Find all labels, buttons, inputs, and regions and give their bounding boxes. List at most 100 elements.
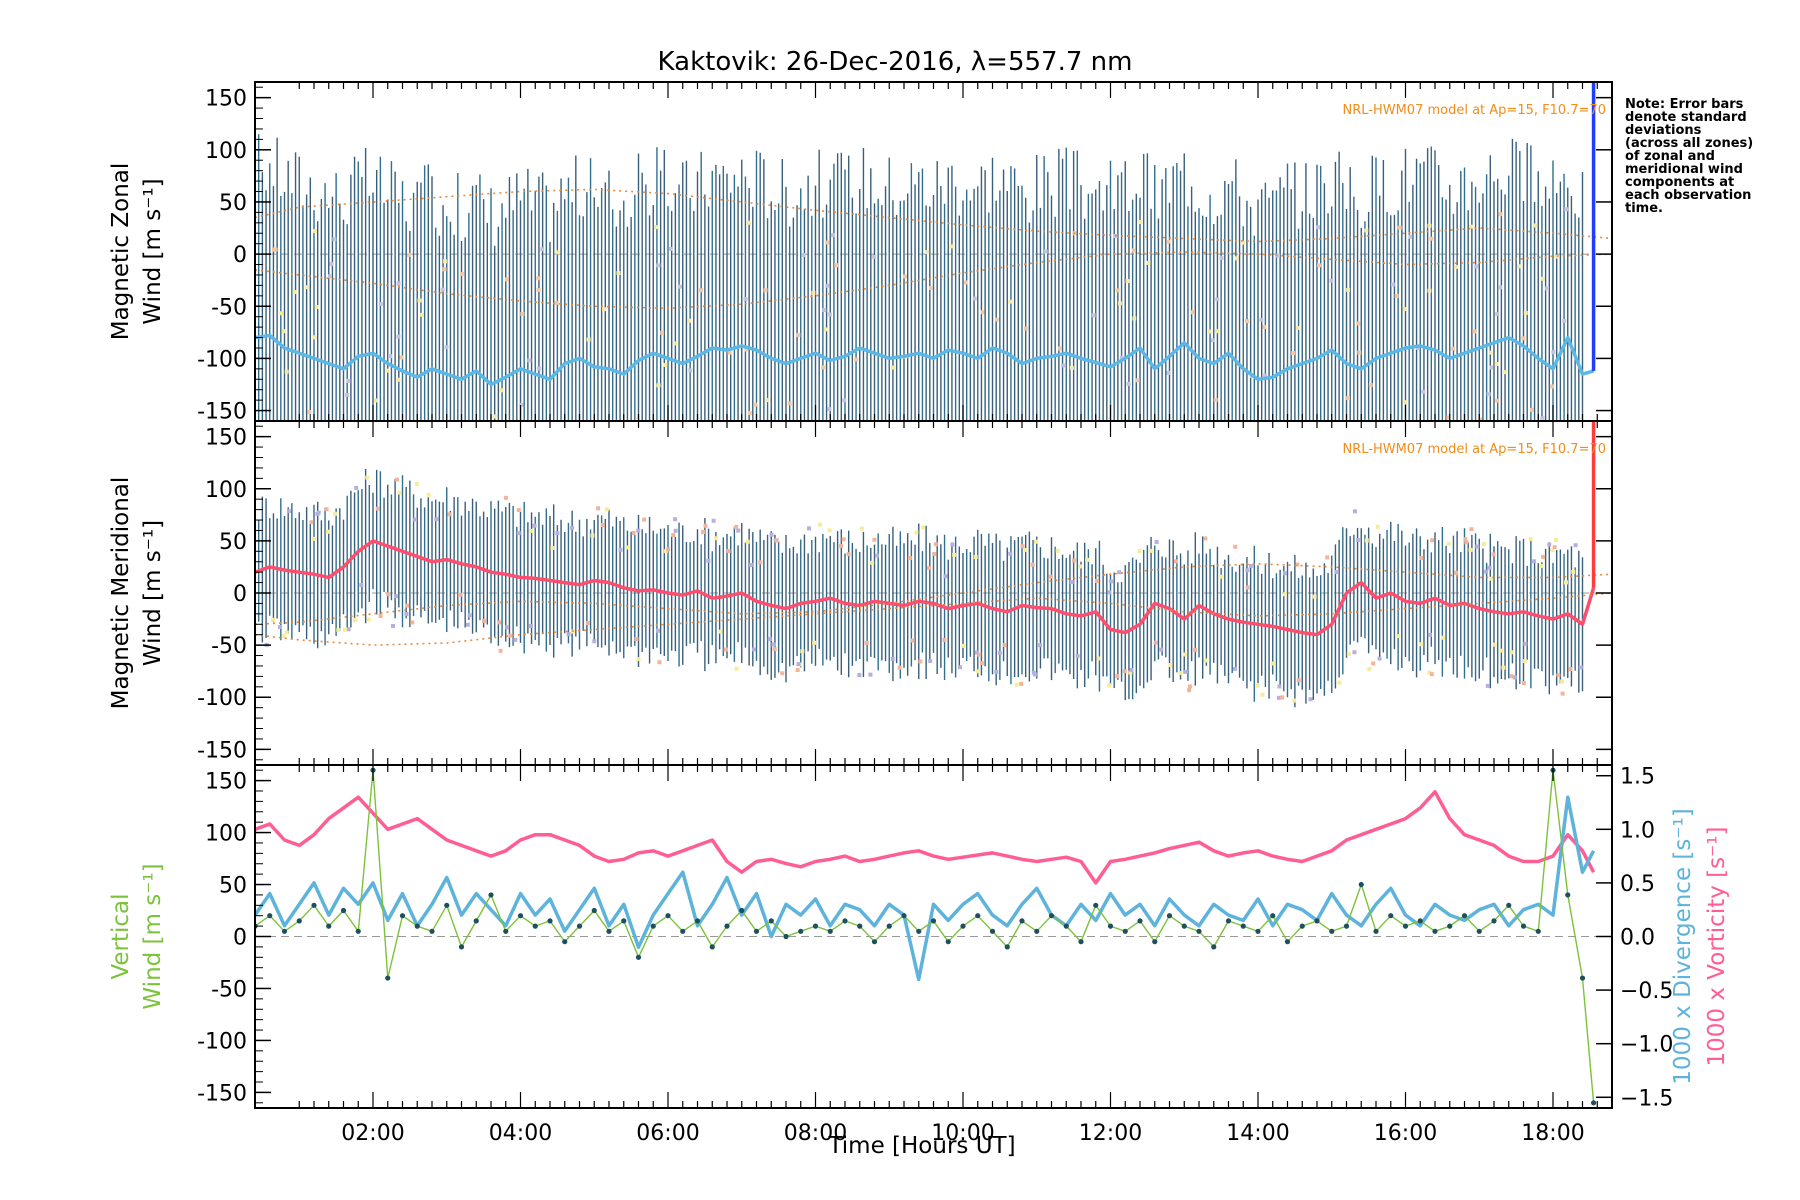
- zone-point: [508, 633, 513, 638]
- zone-point: [1498, 212, 1503, 217]
- zone-point: [1277, 455, 1281, 459]
- zone-point: [498, 648, 503, 653]
- zone-point: [1280, 695, 1285, 700]
- zone-point: [734, 524, 739, 529]
- vertical-wind-point: [1565, 892, 1571, 898]
- zone-point: [288, 437, 292, 441]
- zone-point: [961, 460, 965, 464]
- zone-point: [1427, 632, 1432, 637]
- zone-point: [1394, 293, 1399, 298]
- zone-point: [738, 433, 742, 437]
- zone-point: [1276, 253, 1281, 258]
- zone-point: [1069, 365, 1074, 370]
- zone-point: [1523, 659, 1528, 664]
- y-tick-label: -150: [197, 738, 247, 763]
- vertical-wind-point: [1388, 913, 1394, 919]
- zone-point: [703, 523, 708, 528]
- zone-point: [1563, 580, 1568, 585]
- zone-point: [1498, 285, 1503, 290]
- y-tick-label: -50: [211, 634, 247, 659]
- zone-point: [1234, 256, 1239, 261]
- zone-point: [1540, 276, 1545, 281]
- zone-point: [772, 647, 777, 652]
- zone-point: [979, 661, 984, 666]
- zone-point: [1355, 537, 1360, 542]
- zone-point: [1492, 642, 1497, 647]
- zone-point: [749, 562, 754, 567]
- zone-point: [1478, 417, 1483, 421]
- x-tick-label: 12:00: [1079, 1121, 1142, 1146]
- zone-point: [442, 267, 447, 272]
- vertical-wind-point: [385, 975, 391, 981]
- zone-point: [1573, 543, 1578, 548]
- zone-point: [921, 525, 926, 530]
- zone-point: [1219, 255, 1224, 260]
- y-tick-label: 100: [205, 822, 247, 847]
- zone-point: [763, 288, 768, 293]
- x-tick-label: 16:00: [1374, 1121, 1437, 1146]
- zone-point: [849, 427, 853, 431]
- zone-point: [513, 637, 518, 642]
- zone-point: [529, 528, 534, 533]
- zone-point: [1277, 684, 1282, 689]
- zone-point: [1207, 329, 1212, 334]
- zone-point: [1317, 263, 1322, 268]
- zone-point: [1262, 324, 1267, 329]
- vertical-wind-point: [621, 918, 627, 924]
- zone-point: [1473, 429, 1477, 433]
- zone-point: [315, 511, 320, 516]
- zone-point: [780, 671, 785, 676]
- zone-point: [1107, 590, 1112, 595]
- zone-point: [596, 506, 601, 511]
- zone-point: [1512, 675, 1517, 680]
- zone-point: [1486, 392, 1491, 397]
- zone-point: [1259, 317, 1264, 322]
- zone-point: [426, 492, 431, 497]
- note-line: Note: Error bars: [1625, 97, 1744, 112]
- model-label: NRL-HWM07 model at Ap=15, F10.7=70: [1343, 442, 1607, 457]
- y-tick-label: 50: [219, 874, 247, 899]
- zone-point: [1188, 684, 1193, 689]
- series-line-0: [255, 333, 1595, 387]
- vertical-wind-point: [724, 923, 730, 929]
- zone-point: [1078, 564, 1083, 569]
- zone-point: [497, 620, 502, 625]
- zone-point: [279, 311, 284, 316]
- zone-point: [504, 495, 509, 500]
- zone-point: [1008, 299, 1013, 304]
- zone-point: [1276, 695, 1281, 700]
- zone-point: [600, 523, 605, 528]
- zone-point: [585, 621, 590, 626]
- vertical-wind-panel: 150 100 50 0 -50 -100 -150 1.5 1.0 0.5 0.0 −0.5 −1.0…: [108, 764, 1730, 1146]
- zone-point: [1539, 564, 1544, 569]
- y-tick-label: -100: [197, 686, 247, 711]
- zone-point: [397, 490, 402, 495]
- zone-point: [1429, 236, 1434, 241]
- zone-point: [902, 274, 907, 279]
- zone-point: [1501, 665, 1506, 670]
- zone-point: [1368, 383, 1373, 388]
- zone-point: [890, 656, 895, 661]
- zone-point: [1487, 565, 1492, 570]
- zone-point: [1552, 545, 1557, 550]
- zone-point: [1166, 370, 1171, 375]
- zone-point: [1292, 698, 1297, 703]
- vertical-wind-point: [945, 939, 951, 945]
- zone-point: [516, 508, 521, 513]
- vertical-wind-point: [989, 928, 996, 934]
- zone-point: [616, 270, 621, 275]
- zone-point: [345, 392, 350, 397]
- x-tick-label: 14:00: [1226, 1121, 1289, 1146]
- zone-point: [842, 398, 847, 403]
- zone-point: [1295, 562, 1300, 567]
- zone-point: [827, 407, 832, 412]
- zone-point: [653, 225, 658, 230]
- zone-point: [1166, 239, 1171, 244]
- zone-point: [744, 347, 749, 352]
- zone-point: [657, 660, 662, 665]
- vertical-wind-point: [857, 923, 863, 929]
- zone-point: [1038, 643, 1043, 648]
- vertical-wind-point: [281, 928, 288, 934]
- vertical-wind-point: [886, 923, 892, 929]
- zone-point: [634, 636, 639, 641]
